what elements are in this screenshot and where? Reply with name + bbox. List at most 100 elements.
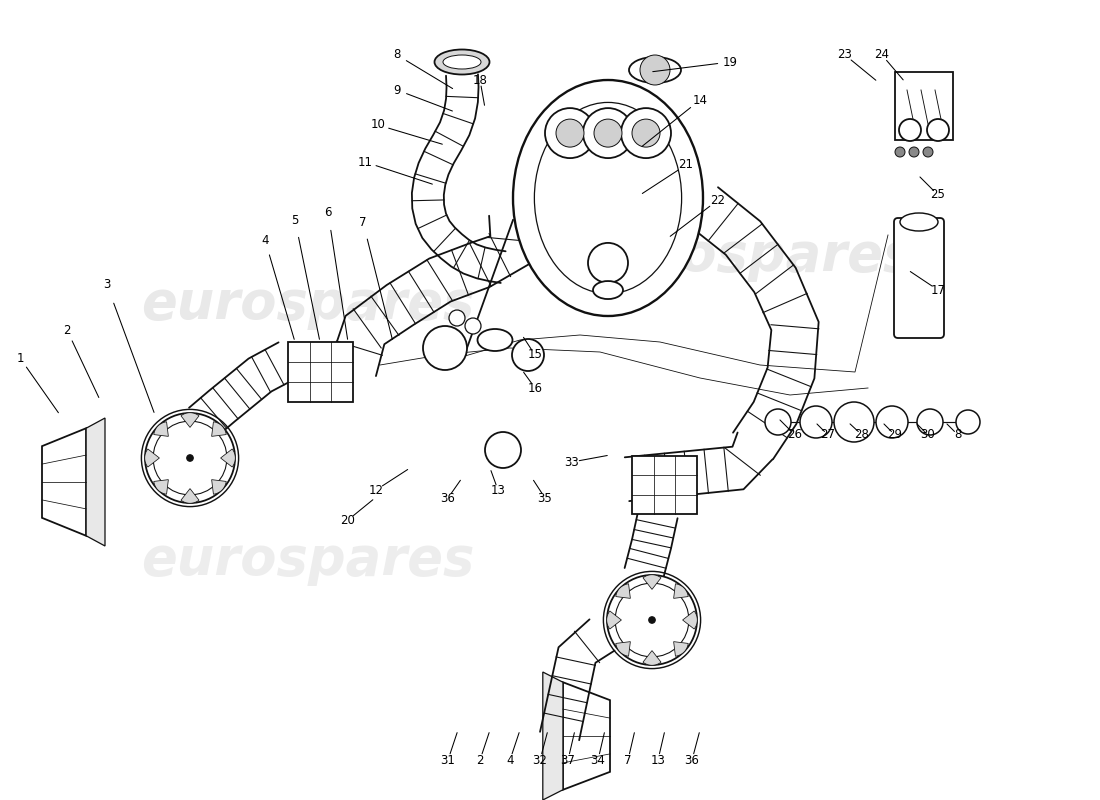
- Circle shape: [424, 326, 468, 370]
- Text: 20: 20: [341, 514, 355, 526]
- Ellipse shape: [434, 50, 490, 74]
- Text: 13: 13: [491, 483, 505, 497]
- Wedge shape: [145, 449, 160, 467]
- Wedge shape: [616, 642, 630, 656]
- Circle shape: [640, 55, 670, 85]
- Circle shape: [764, 409, 791, 435]
- Circle shape: [583, 108, 632, 158]
- Wedge shape: [616, 584, 630, 598]
- Text: 23: 23: [837, 49, 852, 62]
- Text: 33: 33: [564, 455, 580, 469]
- Polygon shape: [563, 682, 611, 790]
- Text: 11: 11: [358, 155, 373, 169]
- Ellipse shape: [443, 55, 481, 69]
- Ellipse shape: [900, 213, 938, 231]
- Circle shape: [621, 108, 671, 158]
- Text: 36: 36: [684, 754, 700, 766]
- Circle shape: [909, 147, 918, 157]
- Ellipse shape: [629, 57, 681, 83]
- Wedge shape: [211, 480, 227, 494]
- Text: 22: 22: [711, 194, 726, 206]
- Text: 6: 6: [324, 206, 332, 218]
- Bar: [895, 72, 953, 140]
- Text: 25: 25: [931, 189, 945, 202]
- Text: 26: 26: [788, 429, 803, 442]
- Ellipse shape: [477, 329, 513, 351]
- Wedge shape: [644, 650, 661, 666]
- Text: 37: 37: [561, 754, 575, 766]
- Wedge shape: [683, 611, 697, 629]
- Circle shape: [956, 410, 980, 434]
- Circle shape: [834, 402, 874, 442]
- Circle shape: [923, 147, 933, 157]
- Wedge shape: [673, 642, 689, 656]
- Polygon shape: [42, 428, 86, 536]
- Text: 12: 12: [368, 483, 384, 497]
- Circle shape: [449, 310, 465, 326]
- Polygon shape: [542, 672, 563, 800]
- Circle shape: [556, 119, 584, 147]
- Text: 32: 32: [532, 754, 548, 766]
- Text: 1: 1: [16, 351, 24, 365]
- Wedge shape: [221, 449, 235, 467]
- Text: 3: 3: [103, 278, 111, 291]
- Text: 2: 2: [64, 323, 70, 337]
- Polygon shape: [86, 418, 104, 546]
- Text: 15: 15: [528, 349, 542, 362]
- Wedge shape: [154, 422, 168, 436]
- Text: 29: 29: [888, 429, 902, 442]
- Circle shape: [917, 409, 943, 435]
- Ellipse shape: [593, 281, 623, 299]
- Wedge shape: [182, 413, 199, 427]
- Text: 24: 24: [874, 49, 890, 62]
- Text: 7: 7: [360, 215, 366, 229]
- Text: 9: 9: [394, 83, 400, 97]
- Wedge shape: [211, 422, 227, 436]
- Bar: [288, 342, 353, 402]
- Text: 5: 5: [292, 214, 299, 226]
- Circle shape: [899, 119, 921, 141]
- Text: 28: 28: [855, 429, 869, 442]
- Text: 34: 34: [591, 754, 605, 766]
- Wedge shape: [607, 611, 621, 629]
- Wedge shape: [644, 574, 661, 590]
- Circle shape: [594, 119, 621, 147]
- Wedge shape: [182, 489, 199, 503]
- Text: 19: 19: [723, 55, 737, 69]
- Text: 30: 30: [921, 429, 935, 442]
- Text: 31: 31: [441, 754, 455, 766]
- Circle shape: [588, 243, 628, 283]
- Text: eurospares: eurospares: [141, 534, 475, 586]
- Text: 8: 8: [955, 429, 961, 442]
- Circle shape: [649, 617, 656, 623]
- Circle shape: [544, 108, 595, 158]
- Circle shape: [485, 432, 521, 468]
- Circle shape: [876, 406, 907, 438]
- Circle shape: [145, 413, 235, 503]
- Text: 17: 17: [931, 283, 946, 297]
- Text: eurospares: eurospares: [581, 230, 915, 282]
- Text: 7: 7: [625, 754, 631, 766]
- Text: 4: 4: [506, 754, 514, 766]
- Circle shape: [187, 455, 194, 461]
- Circle shape: [632, 119, 660, 147]
- Text: 2: 2: [476, 754, 484, 766]
- Text: 35: 35: [538, 491, 552, 505]
- Text: 36: 36: [441, 491, 455, 505]
- Wedge shape: [673, 584, 689, 598]
- Circle shape: [465, 318, 481, 334]
- Text: 27: 27: [821, 429, 836, 442]
- FancyBboxPatch shape: [894, 218, 944, 338]
- Text: 21: 21: [679, 158, 693, 171]
- Text: 13: 13: [650, 754, 666, 766]
- Circle shape: [927, 119, 949, 141]
- Circle shape: [512, 339, 544, 371]
- Text: 14: 14: [693, 94, 707, 106]
- Bar: [632, 456, 697, 514]
- Wedge shape: [154, 480, 168, 494]
- Text: 18: 18: [473, 74, 487, 86]
- Text: 10: 10: [371, 118, 385, 131]
- Circle shape: [607, 575, 697, 665]
- Text: 4: 4: [262, 234, 268, 246]
- Ellipse shape: [513, 80, 703, 316]
